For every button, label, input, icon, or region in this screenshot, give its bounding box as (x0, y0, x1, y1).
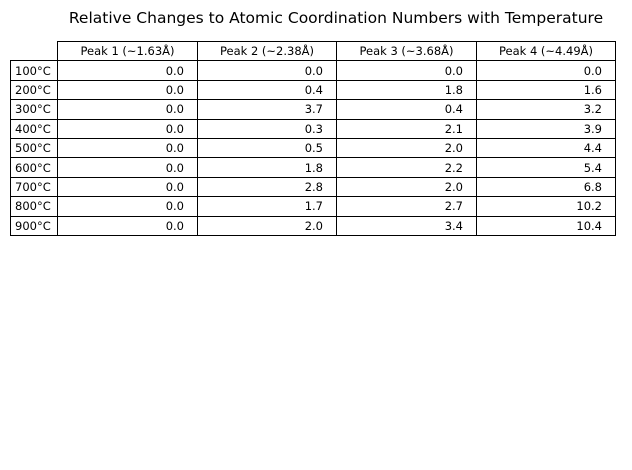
table-cell: 0.0 (197, 60, 337, 81)
table-cell: 1.6 (476, 79, 616, 101)
table-row: 500°C 0.0 0.5 2.0 4.4 (10, 137, 616, 159)
row-header: 800°C (10, 196, 58, 217)
table-cell: 2.8 (197, 176, 337, 198)
column-header: Peak 4 (~4.49Å) (476, 40, 616, 62)
table-row: 900°C 0.0 2.0 3.4 10.4 (10, 215, 616, 236)
table-cell: 0.0 (57, 60, 198, 81)
table-cell: 1.8 (336, 79, 477, 101)
row-header: 500°C (10, 137, 58, 159)
table-cell: 10.4 (476, 215, 616, 236)
row-header: 300°C (10, 99, 58, 120)
table-cell: 1.7 (197, 196, 337, 217)
table-cell: 10.2 (476, 196, 616, 217)
table-row: 100°C 0.0 0.0 0.0 0.0 (10, 60, 616, 81)
table-cell: 2.7 (336, 196, 477, 217)
column-header: Peak 3 (~3.68Å) (336, 40, 477, 62)
row-header: 600°C (10, 157, 58, 178)
table-cell: 4.4 (476, 137, 616, 159)
table-cell: 2.1 (336, 118, 477, 139)
table-body: 100°C 0.0 0.0 0.0 0.0 200°C 0.0 0.4 1.8 1.6 300°C 0… (10, 60, 616, 236)
table-cell: 5.4 (476, 157, 616, 178)
row-header: 100°C (10, 60, 58, 81)
table-cell: 0.0 (57, 176, 198, 198)
table-row: 400°C 0.0 0.3 2.1 3.9 (10, 118, 616, 139)
table-cell: 0.0 (57, 118, 198, 139)
table-cell: 0.0 (57, 215, 198, 236)
table-cell: 0.0 (57, 196, 198, 217)
header-row: Peak 1 (~1.63Å) Peak 2 (~2.38Å) Peak 3 (… (11, 40, 616, 62)
table-cell: 0.4 (197, 79, 337, 101)
table-cell: 0.0 (336, 60, 477, 81)
row-header: 900°C (10, 215, 58, 236)
column-header: Peak 1 (~1.63Å) (57, 40, 198, 62)
table-row: 800°C 0.0 1.7 2.7 10.2 (10, 196, 616, 217)
table-cell: 6.8 (476, 176, 616, 198)
table-cell: 2.0 (336, 137, 477, 159)
row-header: 700°C (10, 176, 58, 198)
table-cell: 3.2 (476, 99, 616, 120)
table-cell: 0.0 (476, 60, 616, 81)
column-header: Peak 2 (~2.38Å) (197, 40, 337, 62)
row-header: 200°C (10, 79, 58, 101)
data-table: Peak 1 (~1.63Å) Peak 2 (~2.38Å) Peak 3 (… (10, 40, 616, 236)
chart-title: Relative Changes to Atomic Coordination … (68, 9, 604, 27)
table-cell: 1.8 (197, 157, 337, 178)
table-cell: 0.0 (57, 157, 198, 178)
table-cell: 0.0 (57, 79, 198, 101)
corner-cell (11, 42, 58, 61)
table-cell: 3.4 (336, 215, 477, 236)
table-row: 600°C 0.0 1.8 2.2 5.4 (10, 157, 616, 178)
table-cell: 3.7 (197, 99, 337, 120)
table-cell: 0.3 (197, 118, 337, 139)
table-cell: 0.4 (336, 99, 477, 120)
table-row: 200°C 0.0 0.4 1.8 1.6 (10, 79, 616, 101)
table-row: 700°C 0.0 2.8 2.0 6.8 (10, 176, 616, 198)
table-cell: 2.0 (336, 176, 477, 198)
row-header: 400°C (10, 118, 58, 139)
table-cell: 3.9 (476, 118, 616, 139)
table-cell: 0.0 (57, 99, 198, 120)
table-cell: 2.0 (197, 215, 337, 236)
table-cell: 2.2 (336, 157, 477, 178)
table-cell: 0.5 (197, 137, 337, 159)
table-cell: 0.0 (57, 137, 198, 159)
table-row: 300°C 0.0 3.7 0.4 3.2 (10, 99, 616, 120)
